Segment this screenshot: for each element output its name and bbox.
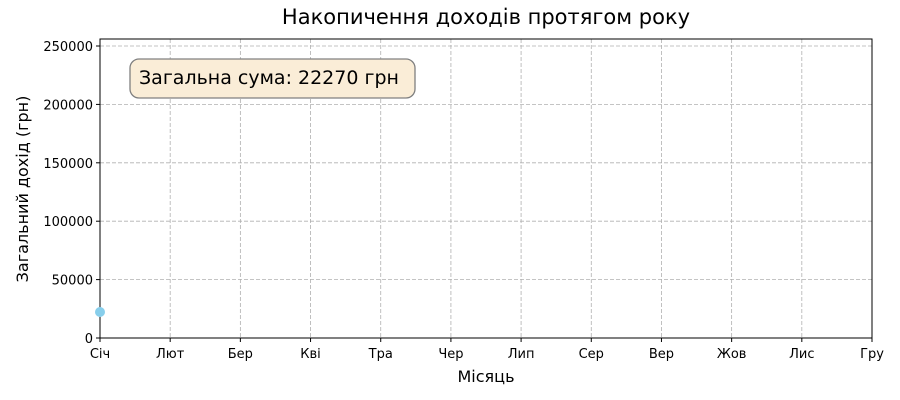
x-tick-label: Лис xyxy=(789,347,814,362)
x-tick-label: Тра xyxy=(368,347,393,362)
x-tick-label: Чер xyxy=(438,347,463,362)
y-tick-label: 50000 xyxy=(52,274,93,289)
y-tick-label: 200000 xyxy=(43,98,93,113)
x-tick-label: Січ xyxy=(90,347,110,362)
y-tick-label: 150000 xyxy=(43,157,93,172)
annotation-box xyxy=(129,58,416,99)
x-tick-label: Кві xyxy=(300,347,321,362)
y-tick-label: 0 xyxy=(85,332,93,347)
y-tick-label: 100000 xyxy=(43,215,93,230)
plot-frame xyxy=(99,38,873,339)
x-tick-label: Жов xyxy=(717,347,747,362)
x-axis-label: Місяць xyxy=(458,367,515,386)
y-tick-label: 250000 xyxy=(43,40,93,55)
data-point xyxy=(95,306,105,317)
chart-title: Накопичення доходів протягом року xyxy=(282,5,690,29)
x-tick-label: Гру xyxy=(860,347,884,362)
annotation: Загальна сума: 22270 грн xyxy=(139,67,399,89)
x-tick-label: Вер xyxy=(649,347,674,362)
x-tick-label: Лют xyxy=(156,347,185,362)
x-tick-label: Сер xyxy=(579,347,604,362)
x-tick-label: Лип xyxy=(508,347,535,362)
y-axis-label: Загальний дохід (грн) xyxy=(13,96,32,283)
x-tick-label: Бер xyxy=(228,347,253,362)
